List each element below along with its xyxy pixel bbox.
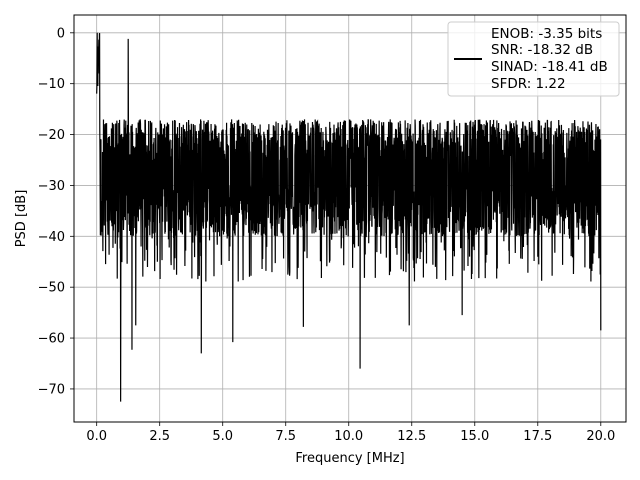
x-tick-label: 2.5 xyxy=(149,429,170,444)
y-axis-ticks: 0 −10 −20 −30 −40 −50 −60 −70 xyxy=(38,26,74,397)
y-axis-label: PSD [dB] xyxy=(14,190,29,248)
x-tick-label: 15.0 xyxy=(460,429,489,444)
legend-box xyxy=(447,21,620,97)
legend-sfdr: SFDR: 1.22 xyxy=(491,76,566,92)
y-tick-label: −50 xyxy=(38,281,65,296)
y-tick-label: −30 xyxy=(38,179,65,194)
series-psd xyxy=(96,32,602,402)
x-axis-ticks: 0.0 2.5 5.0 7.5 10.0 12.5 15.0 17.5 20.0 xyxy=(86,422,615,444)
y-tick-label: −70 xyxy=(38,382,65,397)
y-tick-label: −10 xyxy=(38,77,65,92)
legend-snr: SNR: -18.32 dB xyxy=(491,42,593,58)
psd-trace xyxy=(96,32,602,402)
y-tick-label: −40 xyxy=(38,230,65,245)
x-tick-label: 12.5 xyxy=(397,429,426,444)
x-tick-label: 10.0 xyxy=(334,429,363,444)
x-tick-label: 7.5 xyxy=(275,429,296,444)
x-tick-label: 17.5 xyxy=(523,429,552,444)
y-tick-label: −60 xyxy=(38,332,65,347)
y-tick-label: −20 xyxy=(38,128,65,143)
legend-sinad: SINAD: -18.41 dB xyxy=(491,59,608,75)
legend-enob: ENOB: -3.35 bits xyxy=(491,26,602,42)
x-axis-label: Frequency [MHz] xyxy=(295,451,404,466)
legend: ENOB: -3.35 bits SNR: -18.32 dB SINAD: -… xyxy=(447,21,620,97)
plot-frame xyxy=(73,14,627,423)
x-tick-label: 0.0 xyxy=(86,429,107,444)
y-tick-label: 0 xyxy=(57,26,65,41)
x-tick-label: 5.0 xyxy=(212,429,233,444)
x-tick-label: 20.0 xyxy=(586,429,615,444)
